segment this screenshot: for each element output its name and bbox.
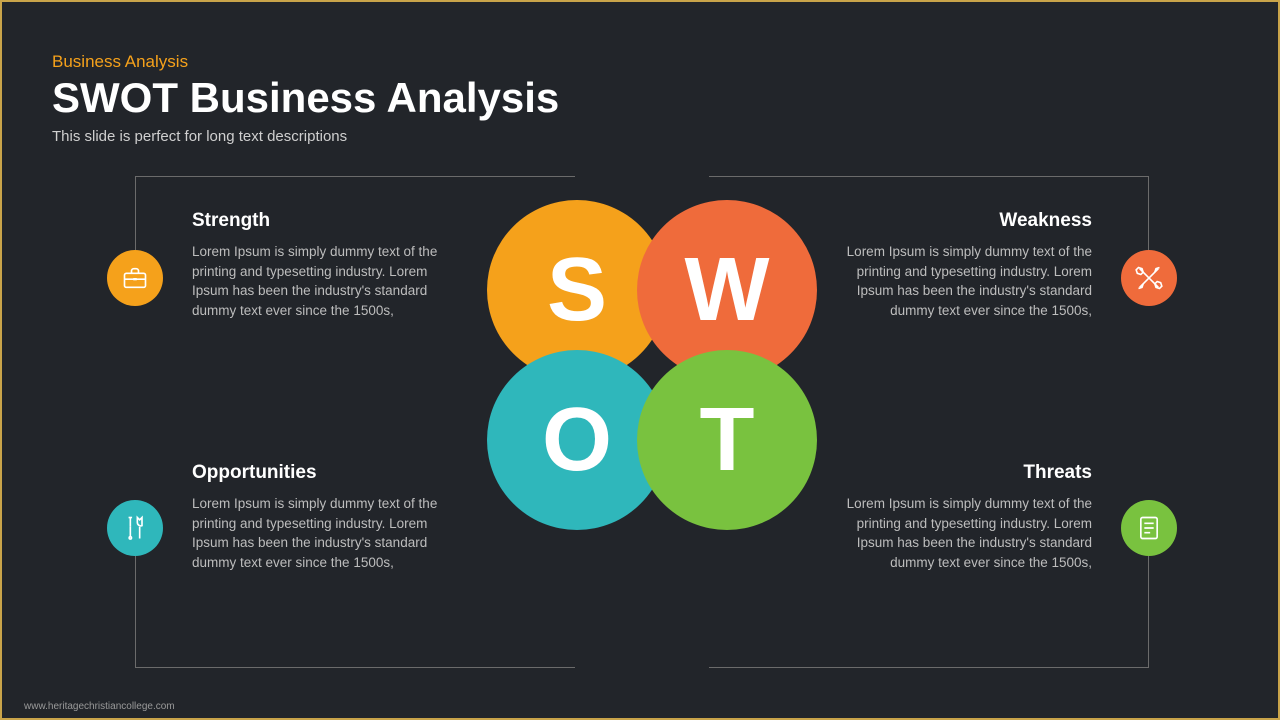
wrench-screwdriver-icon [121,514,149,542]
footer-link: www.heritagechristiancollege.com [24,701,175,712]
slide-frame: Business Analysis SWOT Business Analysis… [0,0,1280,720]
page-title: SWOT Business Analysis [52,74,559,122]
strength-block: Strength Lorem Ipsum is simply dummy tex… [192,210,442,320]
threats-block: Threats Lorem Ipsum is simply dummy text… [842,462,1092,572]
opportunities-title: Opportunities [192,462,442,484]
tools-cross-icon [1135,264,1163,292]
weakness-body: Lorem Ipsum is simply dummy text of the … [842,242,1092,320]
opportunities-block: Opportunities Lorem Ipsum is simply dumm… [192,462,442,572]
strength-body: Lorem Ipsum is simply dummy text of the … [192,242,442,320]
strength-icon-circle [107,250,163,306]
swot-circle-t: T [637,350,817,530]
threats-icon-circle [1121,500,1177,556]
slide-inner: Business Analysis SWOT Business Analysis… [12,12,1272,712]
weakness-icon-circle [1121,250,1177,306]
opportunities-body: Lorem Ipsum is simply dummy text of the … [192,494,442,572]
threats-body: Lorem Ipsum is simply dummy text of the … [842,494,1092,572]
weakness-title: Weakness [842,210,1092,232]
eyebrow-text: Business Analysis [52,52,188,72]
swot-center: S W O T [487,200,817,530]
strength-title: Strength [192,210,442,232]
opportunities-icon-circle [107,500,163,556]
threats-title: Threats [842,462,1092,484]
page-subtitle: This slide is perfect for long text desc… [52,128,347,145]
document-icon [1135,514,1163,542]
briefcase-icon [121,264,149,292]
weakness-block: Weakness Lorem Ipsum is simply dummy tex… [842,210,1092,320]
